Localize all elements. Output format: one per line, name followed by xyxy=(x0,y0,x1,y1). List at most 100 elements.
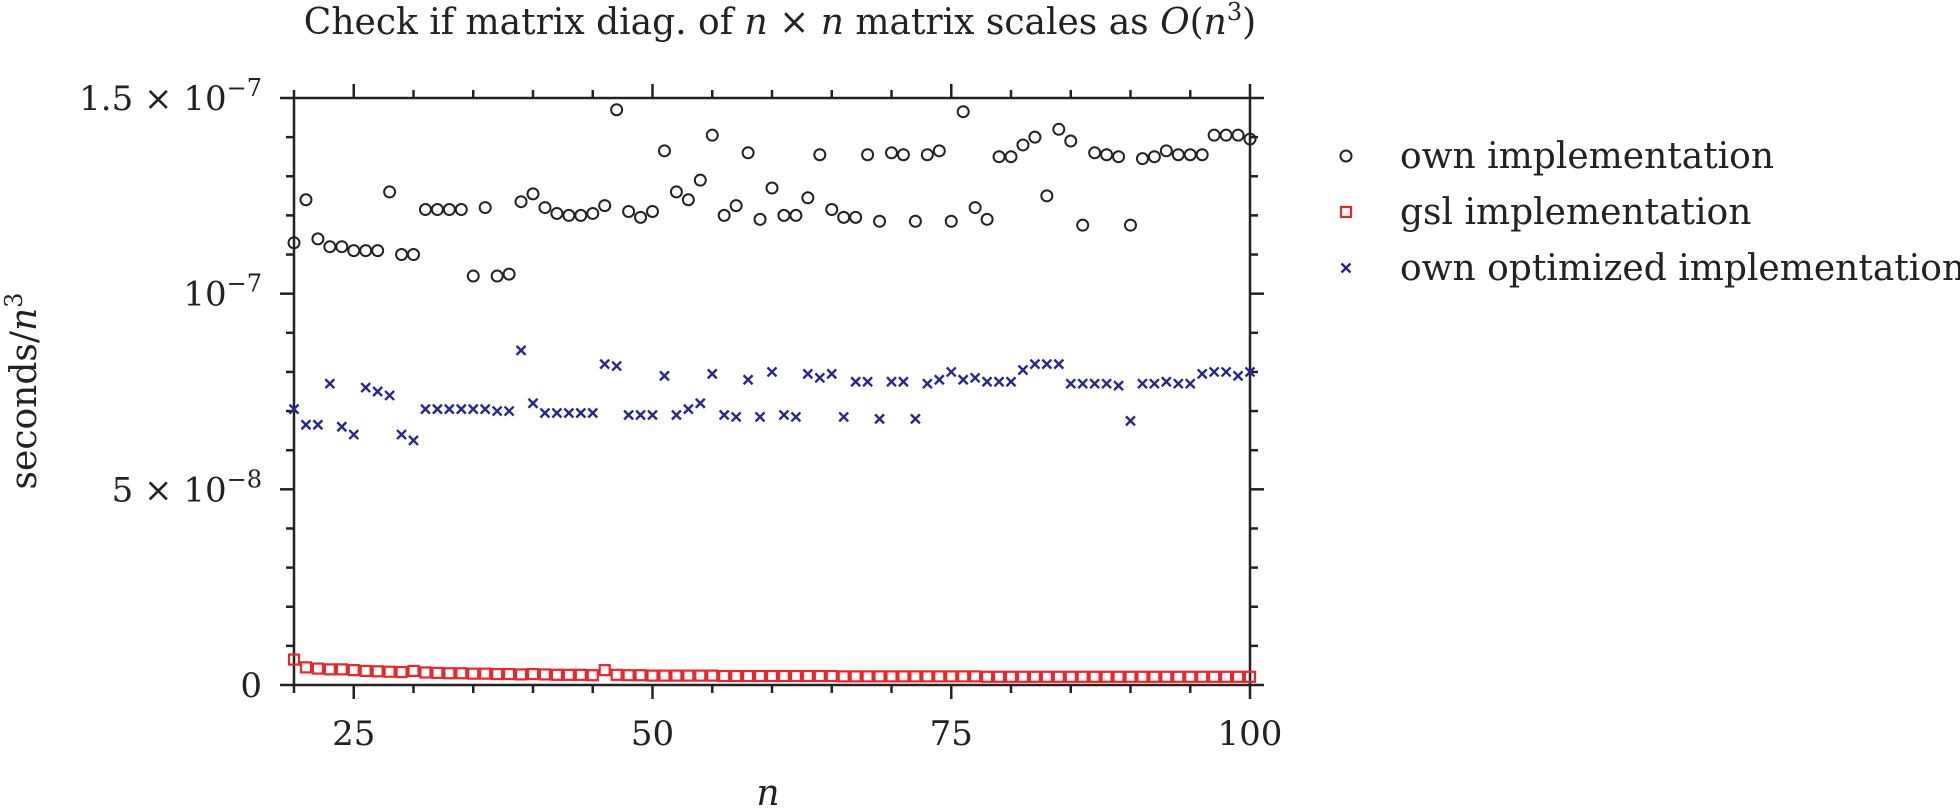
data-point xyxy=(586,669,599,682)
data-point xyxy=(1161,376,1172,388)
data-point xyxy=(371,244,385,258)
data-point xyxy=(335,663,348,676)
data-point xyxy=(813,148,827,162)
data-point xyxy=(490,269,504,283)
y-axis-ticks: 0 5 × 10−8 10−7 1.5 × 10−7 xyxy=(79,74,1264,706)
data-point xyxy=(681,193,695,207)
data-point xyxy=(814,372,826,384)
x-tick-label: 100 xyxy=(1218,714,1283,754)
data-point xyxy=(526,187,540,201)
data-point xyxy=(1243,670,1257,683)
data-point xyxy=(957,670,970,683)
data-point xyxy=(669,185,683,199)
data-point xyxy=(1065,378,1077,390)
data-point xyxy=(957,374,969,386)
data-point xyxy=(670,669,683,682)
data-point xyxy=(1231,128,1245,142)
legend-marker xyxy=(1340,262,1352,274)
data-point xyxy=(838,411,850,423)
data-point xyxy=(909,670,922,683)
data-point xyxy=(861,148,875,162)
data-point xyxy=(527,397,539,409)
data-point xyxy=(323,663,336,676)
data-point xyxy=(384,390,395,401)
data-point xyxy=(348,429,360,440)
data-point xyxy=(933,374,945,386)
data-point xyxy=(432,403,443,415)
data-point xyxy=(992,150,1006,164)
data-point xyxy=(1172,670,1185,683)
data-point xyxy=(920,148,934,162)
data-point xyxy=(503,667,516,681)
data-point xyxy=(454,203,468,217)
chart-title: Check if matrix diag. of n × n matrix sc… xyxy=(304,0,1256,43)
data-point xyxy=(1028,130,1042,144)
data-point xyxy=(1064,134,1078,148)
data-point xyxy=(383,185,397,199)
data-point xyxy=(1016,138,1030,152)
data-point xyxy=(944,214,958,228)
data-point xyxy=(1101,378,1112,390)
data-point xyxy=(777,208,791,222)
data-point xyxy=(646,669,659,682)
data-point xyxy=(1088,146,1102,160)
data-point xyxy=(562,668,575,681)
data-point xyxy=(992,670,1006,683)
data-point xyxy=(311,662,324,675)
data-point xyxy=(908,214,922,228)
data-point xyxy=(622,669,635,682)
data-point xyxy=(418,203,432,217)
data-point xyxy=(1183,148,1197,162)
data-point xyxy=(671,409,682,421)
data-point xyxy=(575,407,587,419)
data-point xyxy=(442,203,456,217)
data-point xyxy=(491,405,503,417)
data-point xyxy=(336,421,348,433)
data-point xyxy=(837,210,851,224)
data-point xyxy=(562,208,576,222)
y-axis-label: seconds/n3 xyxy=(0,293,45,490)
data-point xyxy=(431,666,444,679)
data-point xyxy=(789,208,803,222)
data-point xyxy=(1089,378,1100,390)
data-point xyxy=(765,181,779,195)
data-point xyxy=(658,669,671,682)
data-point xyxy=(383,665,396,678)
data-point xyxy=(647,409,658,421)
data-point xyxy=(359,244,373,258)
data-point xyxy=(1088,670,1101,683)
data-point xyxy=(766,366,778,378)
data-point xyxy=(1159,144,1173,158)
data-point xyxy=(539,407,551,419)
data-point xyxy=(694,397,706,409)
data-point xyxy=(801,191,815,205)
data-point xyxy=(395,665,408,679)
data-point xyxy=(420,403,431,415)
data-point xyxy=(801,669,814,683)
data-point xyxy=(1172,378,1184,390)
data-point xyxy=(335,240,349,254)
data-point xyxy=(299,661,313,674)
series-2 xyxy=(287,653,1257,683)
data-point xyxy=(646,204,659,218)
data-point xyxy=(741,669,755,683)
data-point xyxy=(407,664,420,678)
data-point xyxy=(287,236,301,250)
data-point xyxy=(969,372,981,384)
data-point xyxy=(802,368,814,380)
data-point xyxy=(526,667,540,681)
data-point xyxy=(969,670,982,683)
data-point xyxy=(933,670,946,683)
data-point xyxy=(1220,366,1232,378)
legend-marker xyxy=(1339,149,1353,163)
data-point xyxy=(1243,132,1257,146)
data-point xyxy=(1077,378,1089,390)
data-point xyxy=(683,403,694,415)
data-point xyxy=(312,419,324,431)
data-point xyxy=(1124,670,1137,683)
data-point xyxy=(718,409,730,421)
data-point xyxy=(1208,366,1220,378)
data-point xyxy=(873,670,886,683)
data-point xyxy=(956,105,970,119)
data-point xyxy=(1053,358,1065,370)
